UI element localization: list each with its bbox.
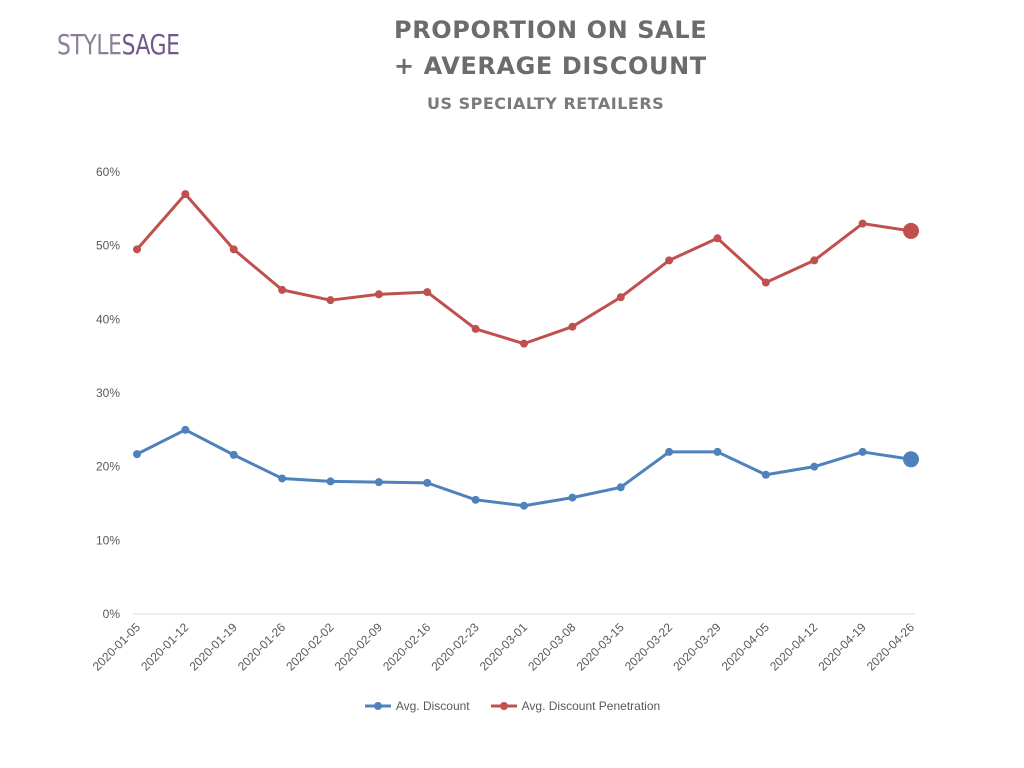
series-1-point [471,495,480,504]
series-1-point [520,501,528,510]
y-tick-label: 10% [96,533,120,547]
x-tick-label: 2020-01-19 [187,620,241,674]
series-2-point [903,222,919,239]
x-tick-label: 2020-02-02 [283,620,337,674]
series-2-point [423,288,432,297]
series-1-point [133,450,141,459]
series-1-point [568,493,577,502]
legend-label: Avg. Discount [395,699,470,713]
series-1-point [810,462,819,471]
x-tick-label: 2020-04-26 [864,620,918,674]
series-2-point [181,190,190,199]
x-tick-label: 2020-03-15 [574,620,628,674]
series-2-point [229,245,238,254]
series-1-point [713,447,722,456]
series-2-point [133,245,141,254]
x-tick-label: 2020-04-19 [815,620,869,674]
x-tick-label: 2020-02-16 [380,620,434,674]
series-1-point [903,451,919,468]
series-2-point [858,219,867,228]
series-line-1 [135,428,913,508]
series-line-2 [135,192,913,346]
series-2-point [278,285,287,294]
y-tick-label: 30% [96,386,120,400]
x-tick-label: 2020-04-05 [719,620,773,674]
chart-title: PROPORTION ON SALE + AVERAGE DISCOUNT [394,12,707,84]
series-2-point [713,234,722,243]
y-tick-label: 50% [96,239,120,253]
logo-style-text: STYLE [57,28,122,61]
series-2-point [471,324,480,333]
series-1-point [181,425,190,434]
series-2-point [374,290,383,299]
series-2-point [520,339,528,348]
series-2-point [326,296,335,305]
x-tick-label: 2020-03-29 [670,620,724,674]
legend-swatch [490,700,518,712]
logo-sage-text: SAGE [121,28,180,61]
x-tick-label: 2020-01-26 [235,620,289,674]
series-2-point [810,256,819,265]
series-1-point [423,478,432,487]
y-tick-label: 60% [96,165,120,179]
x-tick-label: 2020-01-05 [90,620,144,674]
series-1-point [229,450,238,459]
y-tick-label: 20% [96,460,120,474]
series-1-point [616,483,625,492]
series-1-point [665,447,674,456]
chart-subtitle: US SPECIALTY RETAILERS [427,94,665,113]
x-tick-label: 2020-02-23 [428,620,482,674]
x-tick-label: 2020-03-01 [477,620,531,674]
series-2-point [761,278,770,287]
legend-swatch [364,700,392,712]
stylesage-logo: STYLESAGE [57,28,180,61]
series-2-point [665,256,674,265]
x-tick-label: 2020-02-09 [332,620,386,674]
legend-item: Avg. Discount [364,699,470,713]
series-2-point [568,322,577,331]
y-tick-label: 0% [103,607,121,621]
chart-title-line-2: + AVERAGE DISCOUNT [394,52,707,80]
series-1-point [374,478,383,487]
legend-item: Avg. Discount Penetration [490,699,661,713]
chart-legend: Avg. Discount Avg. Discount Penetration [0,699,1024,713]
legend-label: Avg. Discount Penetration [521,699,661,713]
x-tick-label: 2020-03-22 [622,620,676,674]
x-tick-label: 2020-04-12 [767,620,821,674]
series-2-point [616,293,625,302]
series-1-point [326,477,335,486]
series-1-point [761,470,770,479]
series-1-point [858,447,867,456]
y-tick-label: 40% [96,312,120,326]
series-1-point [278,474,287,483]
x-tick-label: 2020-01-12 [138,620,192,674]
chart-title-line-1: PROPORTION ON SALE [394,16,708,44]
x-tick-label: 2020-03-08 [525,620,579,674]
